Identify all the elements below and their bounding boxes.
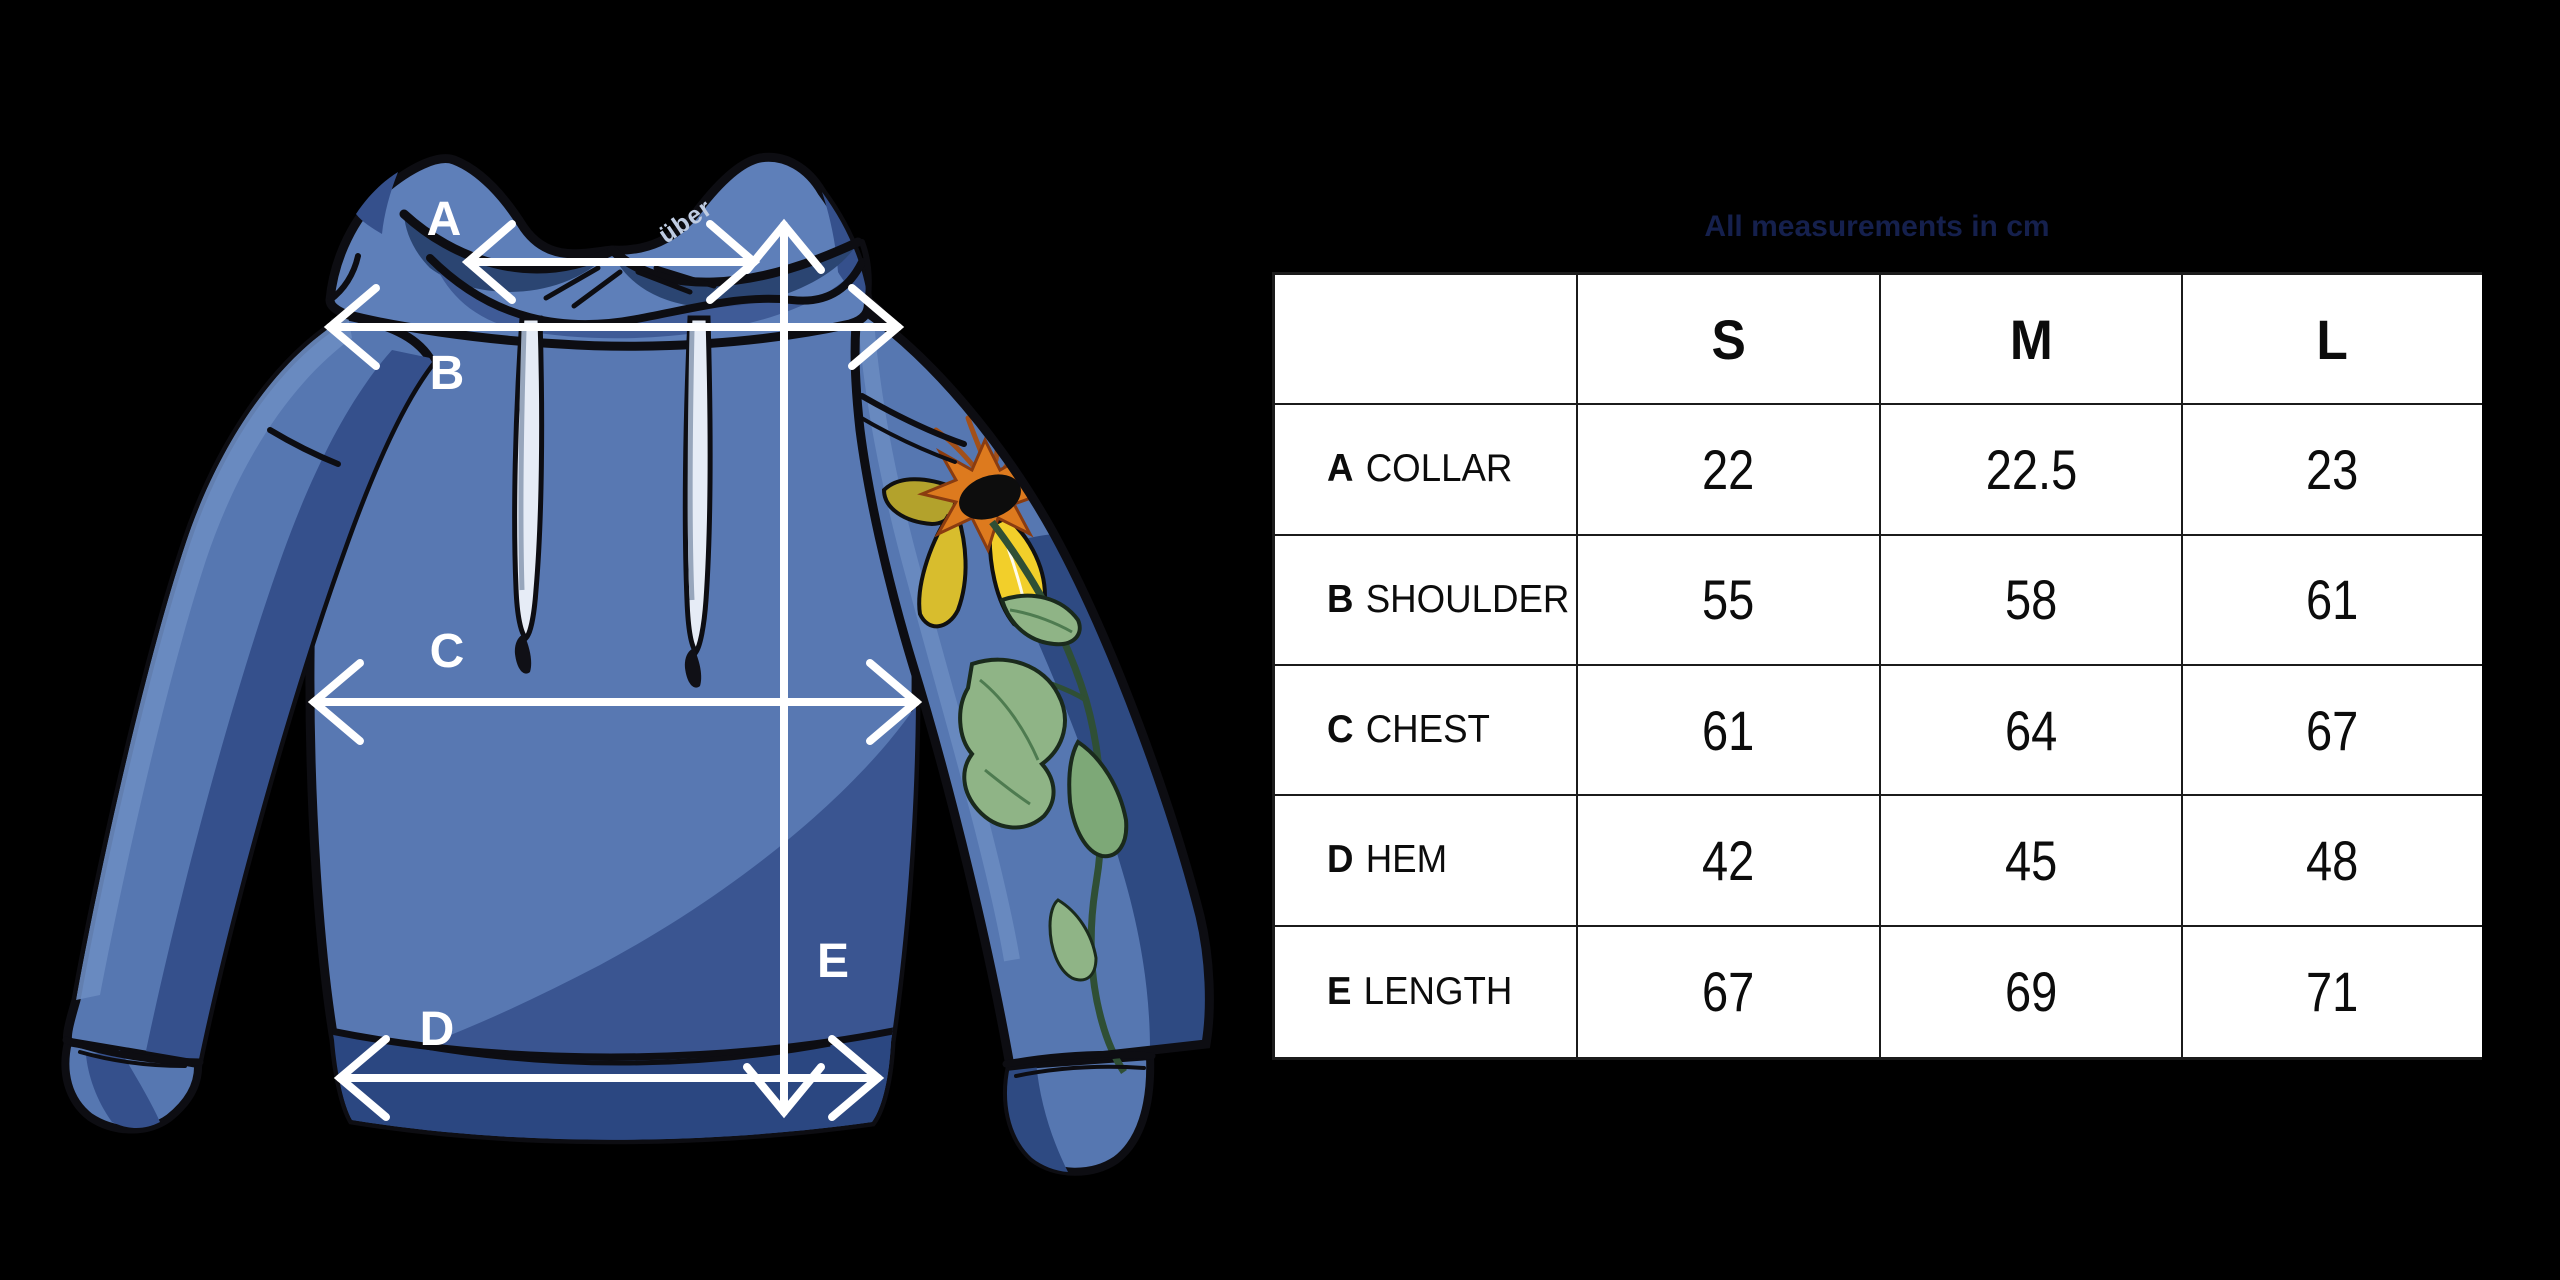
cell-value: 61 <box>2306 568 2359 632</box>
table-cell: 64 <box>1881 665 2183 797</box>
row-label: HEM <box>1365 838 1448 882</box>
table-cell: 23 <box>2183 405 2482 536</box>
cell-value: 69 <box>2004 960 2058 1024</box>
hoodie-body <box>305 291 921 1145</box>
arrow-c-chest <box>307 659 923 745</box>
row-label: LENGTH <box>1363 969 1513 1013</box>
cell-value: 22 <box>1702 437 1755 501</box>
row-letter: C <box>1327 708 1354 752</box>
table-cell: 61 <box>2183 535 2482 666</box>
cell-value: 23 <box>2306 437 2359 501</box>
row-letter: B <box>1327 577 1354 621</box>
arrow-e-length <box>743 218 825 1119</box>
row-letter: D <box>1327 838 1354 882</box>
cell-value: 55 <box>1702 568 1755 632</box>
cell-value: 71 <box>2306 960 2359 1024</box>
row-label: CHEST <box>1365 708 1490 752</box>
row-letter: E <box>1327 969 1352 1013</box>
row-label: SHOULDER <box>1365 577 1570 621</box>
arrow-b-shoulder <box>323 284 905 370</box>
row-header-shoulder: B SHOULDER <box>1275 535 1578 666</box>
arrow-d-hem <box>333 1035 885 1121</box>
table-cell: 45 <box>1881 796 2183 927</box>
table-cell: 67 <box>1578 926 1881 1057</box>
column-header-label: L <box>2316 307 2349 371</box>
hoodie-right-sleeve <box>850 298 1214 1176</box>
table-cell: 69 <box>1881 926 2183 1057</box>
cell-value: 61 <box>1702 698 1755 762</box>
table-cell: 61 <box>1578 665 1881 797</box>
cell-value: 22.5 <box>1985 437 2077 501</box>
hoodie-illustration: über A B C D E <box>61 152 1214 1176</box>
cell-value: 58 <box>2004 568 2058 632</box>
diagram-label-c: C <box>430 625 465 678</box>
size-table: S M L A COLLAR 22 22.5 23 B SHOULDER 55 58… <box>1272 272 2482 1060</box>
table-cell: 67 <box>2183 665 2482 797</box>
column-header-label: S <box>1711 307 1746 371</box>
table-cell: 48 <box>2183 796 2482 927</box>
diagram-label-d: D <box>420 1003 455 1056</box>
cell-value: 64 <box>2004 698 2058 762</box>
diagram-label-b: B <box>430 347 465 400</box>
page-title: All measurements in cm <box>1704 210 2050 243</box>
table-cell: 22 <box>1578 405 1881 536</box>
row-header-collar: A COLLAR <box>1275 405 1578 536</box>
drawstrings <box>512 315 713 688</box>
cell-value: 45 <box>2004 828 2058 892</box>
diagram-label-e: E <box>817 935 849 988</box>
column-header-l: L <box>2183 275 2482 406</box>
row-letter: A <box>1327 447 1354 491</box>
cell-value: 48 <box>2306 828 2359 892</box>
row-header-chest: C CHEST <box>1275 665 1578 797</box>
hoodie-hood: über <box>325 152 873 351</box>
row-label: COLLAR <box>1365 447 1513 491</box>
table-cell: 42 <box>1578 796 1881 927</box>
cell-value: 42 <box>1702 828 1755 892</box>
hoodie-left-sleeve <box>61 311 438 1134</box>
table-corner-cell <box>1275 275 1578 406</box>
cell-value: 67 <box>1702 960 1755 1024</box>
row-header-length: E LENGTH <box>1275 926 1578 1057</box>
cell-value: 67 <box>2306 698 2359 762</box>
table-cell: 22.5 <box>1881 405 2183 536</box>
diagram-label-a: A <box>427 193 462 246</box>
column-header-label: M <box>2009 307 2053 371</box>
table-cell: 71 <box>2183 926 2482 1057</box>
column-header-s: S <box>1578 275 1881 406</box>
table-cell: 55 <box>1578 535 1881 666</box>
measurement-arrows <box>307 218 923 1121</box>
column-header-m: M <box>1881 275 2183 406</box>
table-cell: 58 <box>1881 535 2183 666</box>
row-header-hem: D HEM <box>1275 796 1578 927</box>
